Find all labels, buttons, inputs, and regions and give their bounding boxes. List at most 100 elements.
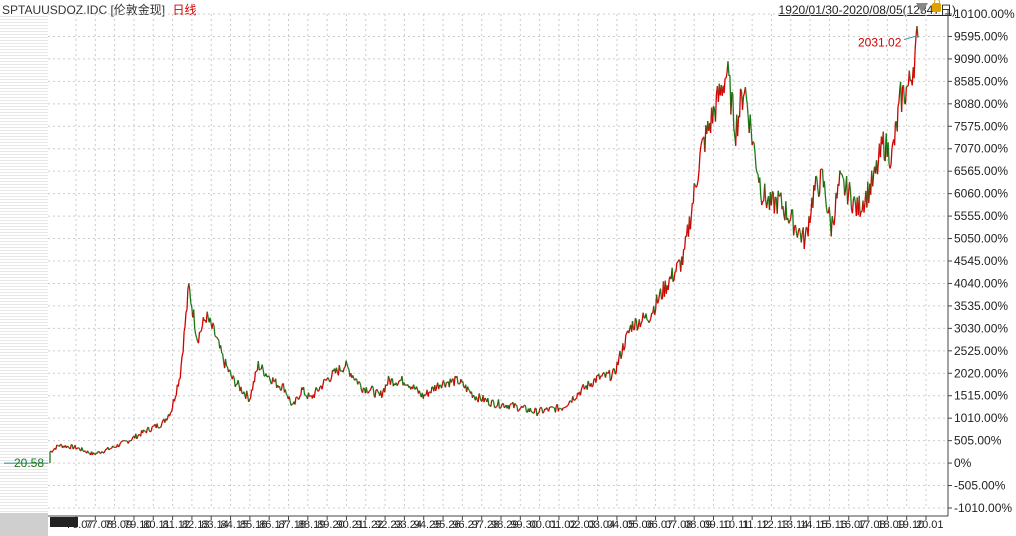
price-segment bbox=[818, 194, 821, 198]
price-segment bbox=[179, 364, 182, 379]
price-segment bbox=[672, 279, 675, 283]
price-segment bbox=[803, 237, 806, 250]
price-segment bbox=[565, 405, 568, 408]
price-segment bbox=[838, 170, 841, 186]
price-segment bbox=[232, 375, 235, 379]
price-segment bbox=[195, 337, 199, 342]
x-tick-label: 88.19 bbox=[298, 519, 326, 531]
price-segment bbox=[468, 389, 470, 391]
price-segment bbox=[818, 169, 822, 195]
price-segment bbox=[733, 127, 736, 137]
x-tick-label: 82.13 bbox=[182, 519, 210, 531]
y-tick-label: 7070.00% bbox=[954, 142, 1008, 156]
price-segment bbox=[858, 195, 861, 217]
price-segment bbox=[732, 93, 735, 129]
price-segment bbox=[516, 405, 519, 412]
x-tick-label: 20.01 bbox=[916, 519, 944, 531]
price-segment bbox=[365, 387, 368, 393]
x-tick-label: 99.30 bbox=[510, 519, 538, 531]
date-range-label[interactable]: 1920/01/30-2020/08/05(12347日) bbox=[778, 3, 956, 17]
price-segment bbox=[182, 331, 185, 353]
price-segment bbox=[229, 371, 232, 377]
price-segment bbox=[744, 87, 747, 97]
price-segment bbox=[321, 385, 324, 390]
price-segment bbox=[561, 407, 564, 411]
price-segment bbox=[475, 396, 478, 400]
price-segment bbox=[352, 375, 355, 379]
price-segment bbox=[696, 180, 699, 186]
price-segment bbox=[615, 361, 618, 374]
price-segment bbox=[657, 294, 661, 301]
y-tick-label: 8080.00% bbox=[954, 97, 1008, 111]
price-segment bbox=[168, 412, 172, 417]
left-scale-panel bbox=[0, 16, 48, 536]
price-segment bbox=[608, 369, 611, 381]
price-segment bbox=[305, 394, 308, 397]
price-segment bbox=[625, 332, 628, 336]
price-segment bbox=[450, 379, 453, 383]
price-segment bbox=[569, 400, 572, 402]
price-segment bbox=[634, 317, 637, 321]
x-tick-label: 12.13 bbox=[761, 519, 789, 531]
price-segment bbox=[746, 104, 749, 119]
price-segment bbox=[519, 407, 522, 410]
price-segment bbox=[853, 196, 856, 203]
price-segment bbox=[667, 279, 670, 290]
price-segment bbox=[611, 368, 614, 374]
price-segment bbox=[136, 436, 139, 440]
price-segment bbox=[490, 400, 493, 407]
price-segment bbox=[765, 201, 769, 209]
price-segment bbox=[325, 378, 328, 381]
price-segment bbox=[764, 183, 767, 200]
price-segment bbox=[280, 389, 282, 392]
price-segment bbox=[872, 174, 875, 187]
triangle-down-icon[interactable] bbox=[916, 3, 928, 13]
price-segment bbox=[798, 227, 801, 234]
price-segment bbox=[453, 376, 456, 386]
lock-icon[interactable] bbox=[932, 0, 941, 12]
price-segment bbox=[655, 294, 659, 304]
price-segment bbox=[603, 371, 606, 375]
x-tick-label: 94.25 bbox=[414, 519, 442, 531]
price-segment bbox=[755, 167, 758, 173]
price-segment bbox=[567, 403, 570, 406]
price-segment bbox=[251, 381, 255, 391]
price-segment bbox=[503, 406, 506, 409]
price-segment bbox=[478, 393, 481, 398]
price-segment bbox=[315, 387, 318, 390]
price-segment bbox=[52, 448, 55, 452]
price-segment bbox=[221, 352, 223, 355]
price-segment bbox=[101, 451, 104, 454]
price-segment bbox=[249, 397, 252, 401]
price-segment bbox=[891, 142, 894, 149]
price-segment bbox=[897, 102, 900, 107]
price-segment bbox=[697, 169, 700, 181]
price-segment bbox=[683, 235, 687, 250]
x-tick-label: 03.04 bbox=[588, 519, 616, 531]
price-segment bbox=[372, 387, 375, 396]
price-segment bbox=[841, 173, 844, 178]
price-segment bbox=[240, 386, 243, 394]
price-segment bbox=[574, 398, 577, 401]
price-segment bbox=[347, 367, 350, 370]
price-segment bbox=[444, 382, 448, 388]
price-segment bbox=[418, 390, 421, 395]
price-segment bbox=[280, 384, 284, 390]
price-segment bbox=[257, 361, 260, 371]
y-tick-label: -505.00% bbox=[954, 479, 1006, 493]
price-segment bbox=[550, 406, 552, 408]
price-segment bbox=[682, 249, 685, 265]
price-segment bbox=[178, 378, 181, 380]
price-segment bbox=[214, 335, 217, 338]
price-segment bbox=[472, 394, 475, 398]
price-segment bbox=[773, 196, 776, 214]
price-segment bbox=[889, 164, 892, 169]
price-segment bbox=[343, 366, 346, 369]
price-segment bbox=[906, 84, 909, 88]
price-segment bbox=[836, 183, 839, 199]
left-scale-scrollbar[interactable] bbox=[0, 513, 48, 536]
y-tick-label: 7575.00% bbox=[954, 119, 1008, 133]
y-tick-label: 2020.00% bbox=[954, 366, 1008, 380]
price-segment bbox=[120, 440, 123, 443]
